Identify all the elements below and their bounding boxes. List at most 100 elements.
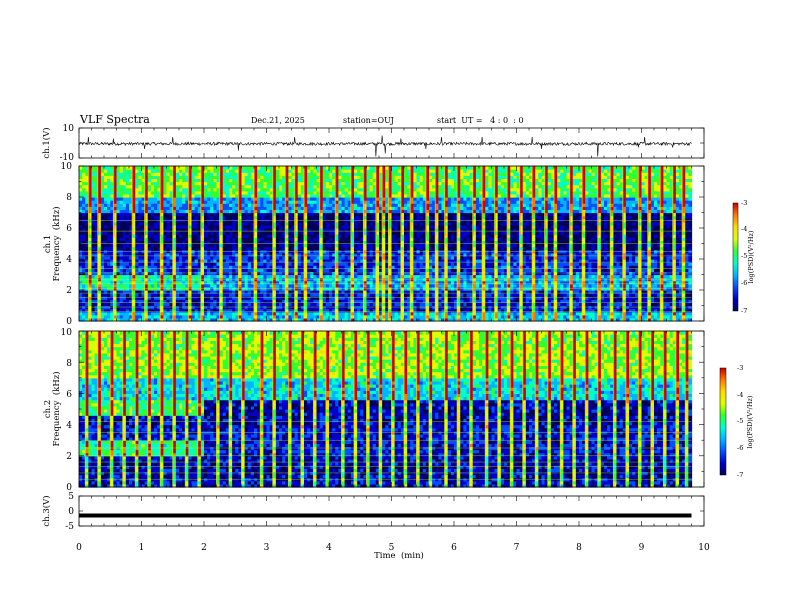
ch1-spectrogram-cell <box>160 311 164 316</box>
ch1-spectrogram-cell <box>213 283 218 288</box>
ch1-spectrogram-cell <box>172 203 177 207</box>
ch1-spectrogram-cell <box>119 178 124 183</box>
ch1-spectrogram-cell <box>179 299 183 303</box>
ch1-spectrogram-cell <box>154 193 158 198</box>
ch1-spectrogram-panel: 0 2 4 6 8 10 ch.1 Frequency (kHz) -3 -4 … <box>43 162 755 327</box>
ch1-spectrogram-cell <box>204 193 208 198</box>
ch1-spectrogram-cell <box>91 215 96 220</box>
ch1-spectrogram-cell <box>204 181 208 186</box>
ch1-spectrogram-cell <box>154 243 158 248</box>
ch1-spectrogram-cell <box>204 175 208 179</box>
ch1-spectrogram-cell <box>79 286 83 291</box>
ch1-spectrogram-cell <box>97 172 102 176</box>
ch1-spectrogram-cell <box>160 184 164 189</box>
ch1-spectrogram-cell <box>110 314 114 319</box>
ch1-spectrogram-cell <box>157 262 161 266</box>
ch1-spectrogram-cell <box>213 268 218 272</box>
ch1-spectrogram-cell <box>188 262 193 266</box>
ch1-spectrogram-cell <box>210 193 214 198</box>
ch1-spectrogram-cell <box>166 193 171 198</box>
ch1-spectrogram-cell <box>113 197 118 201</box>
ch1-spectrogram-cell <box>188 175 193 179</box>
ch1-spectrogram-cell <box>194 255 199 260</box>
ch1-spectrogram-cell <box>113 187 118 192</box>
ch1-spectrogram-cell <box>107 181 111 186</box>
ch1-spectrogram-cell <box>179 265 183 269</box>
ch1-spectrogram-cell <box>125 286 130 291</box>
ch1-spectrogram-cell <box>207 302 211 307</box>
ch1-spectrogram-cell <box>97 305 102 310</box>
ch1-spectrogram-cell <box>135 252 139 257</box>
ch1-spectrogram-cell <box>160 234 164 238</box>
ch1-spectrogram-cell <box>91 286 96 291</box>
ch1-spectrogram-cell <box>188 277 193 282</box>
ch1-spectrogram-cell <box>113 283 118 288</box>
ch1-spectrogram-cell <box>107 209 111 214</box>
ch1-spectrogram-cell <box>150 197 155 201</box>
ch1-spectrogram-cell <box>132 206 136 210</box>
ch1-spectrogram-cell <box>191 277 196 282</box>
ch1-spectrogram-cell <box>122 197 127 201</box>
ch1-spectrogram-cell <box>172 184 177 189</box>
ch1-spectrogram-cell <box>175 187 180 192</box>
ch1-spectrogram-cell <box>204 228 208 232</box>
ch1-spectrogram-cell <box>141 215 146 220</box>
ch1-spectrogram-cell <box>88 299 93 303</box>
ch1-spectrogram-cell <box>135 246 139 251</box>
ch1-spectrogram-cell <box>147 228 152 232</box>
ch1-spectrogram-cell <box>166 308 171 313</box>
ch1-spectrogram-cell <box>97 215 102 220</box>
ch1-spectrogram-cell <box>182 224 186 229</box>
ch1-spectrogram-cell <box>207 218 211 223</box>
ch1-spectrogram-cell <box>213 246 218 251</box>
ch1-spectrogram-cell <box>104 212 108 217</box>
ch1-spectrogram-cell <box>97 206 102 210</box>
ch1-spectrogram-cell <box>154 240 158 245</box>
ch1-spectrogram-cell <box>116 274 121 279</box>
ch1-spectrogram-cell <box>88 262 93 266</box>
ch1-spectrogram-cell <box>169 190 174 195</box>
ch1-spectrogram-cell <box>175 255 180 260</box>
ch1-spectrogram-cell <box>157 234 161 238</box>
ch1-spectrogram-cell <box>107 166 111 170</box>
ch1-spectrogram-cell <box>129 190 133 195</box>
ch1-spectrogram-cell <box>197 268 202 272</box>
ch1-spectrogram-cell <box>110 286 114 291</box>
ch1-spectrogram-cell <box>197 249 202 254</box>
ch1-spectrogram-cell <box>79 218 83 223</box>
ch1-spectrogram-cell <box>172 249 177 254</box>
ch1-spectrogram-cell <box>185 268 189 272</box>
ch1-spectrogram-cell <box>82 212 86 217</box>
ch1-spectrogram-cell <box>141 311 146 316</box>
ch1-spectrogram-cell <box>188 212 193 217</box>
ch1-spectrogram-cell <box>179 240 183 245</box>
ch1-spectrogram-cell <box>150 308 155 313</box>
ch1-spectrogram-cell <box>104 243 108 248</box>
ch1-spectrogram-cell <box>160 224 164 229</box>
ch1-spectrogram-cell <box>200 243 205 248</box>
ch1-spectrogram-cell <box>172 302 177 307</box>
ch1-spectrogram-cell <box>200 299 205 303</box>
ch1-spectrogram-cell <box>179 224 183 229</box>
ch1-spectrogram-cell <box>188 255 193 260</box>
ch1-spectrogram-cell <box>194 277 199 282</box>
ch1-spectrogram-cell <box>122 172 127 176</box>
ch1-spectrogram-cell <box>88 280 93 285</box>
ch1-spectrogram-cell <box>169 286 174 291</box>
ch1-spectrogram-cell <box>141 290 146 294</box>
ch1-spectrogram-cell <box>138 169 143 173</box>
ch1-spectrogram-cell <box>163 268 168 272</box>
ch1-spectrogram-cell <box>97 262 102 266</box>
ch1-spectrogram-cell <box>138 283 143 288</box>
ch1-spectrogram-cell <box>132 221 136 226</box>
ch1-spectrogram-cell <box>144 249 149 254</box>
ch1-spectrogram-cell <box>135 268 139 272</box>
ch1-spectrogram-cell <box>122 200 127 204</box>
ch1-spectrogram-cell <box>163 172 168 176</box>
ch1-spectrogram-cell <box>132 293 136 297</box>
ch1-spectrogram-cell <box>132 305 136 310</box>
ch1-spectrogram-cell <box>132 181 136 186</box>
ch1-spectrogram-cell <box>132 215 136 220</box>
ch1-spectrogram-cell <box>154 197 158 201</box>
ch1-spectrogram-cell <box>122 215 127 220</box>
